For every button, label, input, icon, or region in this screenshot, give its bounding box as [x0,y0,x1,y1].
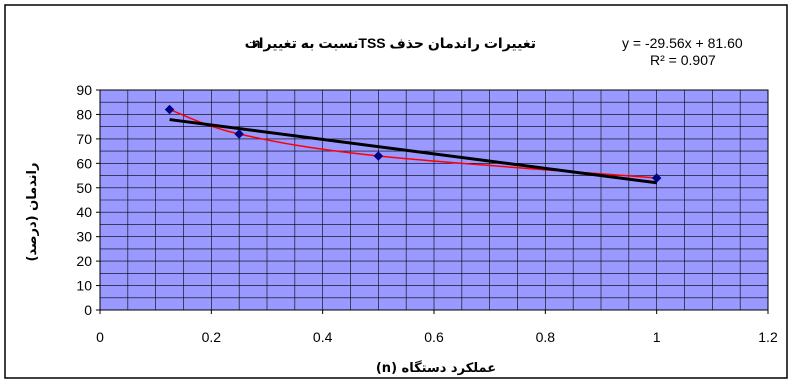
x-tick-label: 1.2 [758,329,778,345]
data-point-marker [651,173,662,183]
trendline-equation: y = -29.56x + 81.60 [622,35,743,51]
chart-title-line1: تغییرات راندمان حذف TSSنسبت به تغییرات [244,35,536,51]
grid-lines [99,89,769,311]
x-tick-label: 0.8 [536,329,556,345]
x-tick-label: 0.6 [424,329,444,345]
y-tick-label: 60 [76,155,92,171]
x-tick-label: 0 [96,329,104,345]
y-tick-label: 80 [76,106,92,122]
y-tick-label: 70 [76,131,92,147]
x-axis-label: عملکرد دستگاه (n) [376,360,496,376]
y-tick-label: 20 [76,253,92,269]
x-tick-label: 1 [653,329,661,345]
data-point-marker [164,104,175,115]
chart-title-line2: n [252,35,261,51]
y-tick-label: 50 [76,180,92,196]
trendline-r-squared: R² = 0.907 [650,52,716,68]
y-tick-label: 10 [76,278,92,294]
x-tick-label: 0.2 [202,329,222,345]
trendline [169,118,657,185]
y-tick-label: 90 [76,82,92,98]
data-point-marker [373,151,384,161]
x-tick-label: 0.4 [313,329,333,345]
y-tick-labels: 0 10 20 30 40 50 60 70 80 90 [76,82,100,318]
y-axis-label: راندمان (درصد) [25,163,40,262]
data-point-marker [234,129,245,139]
y-tick-label: 30 [76,229,92,245]
x-tick-labels: 0 0.2 0.4 0.6 0.8 1 1.2 [96,310,778,345]
series [164,104,662,185]
y-tick-label: 40 [76,204,92,220]
y-tick-label: 0 [84,302,92,318]
